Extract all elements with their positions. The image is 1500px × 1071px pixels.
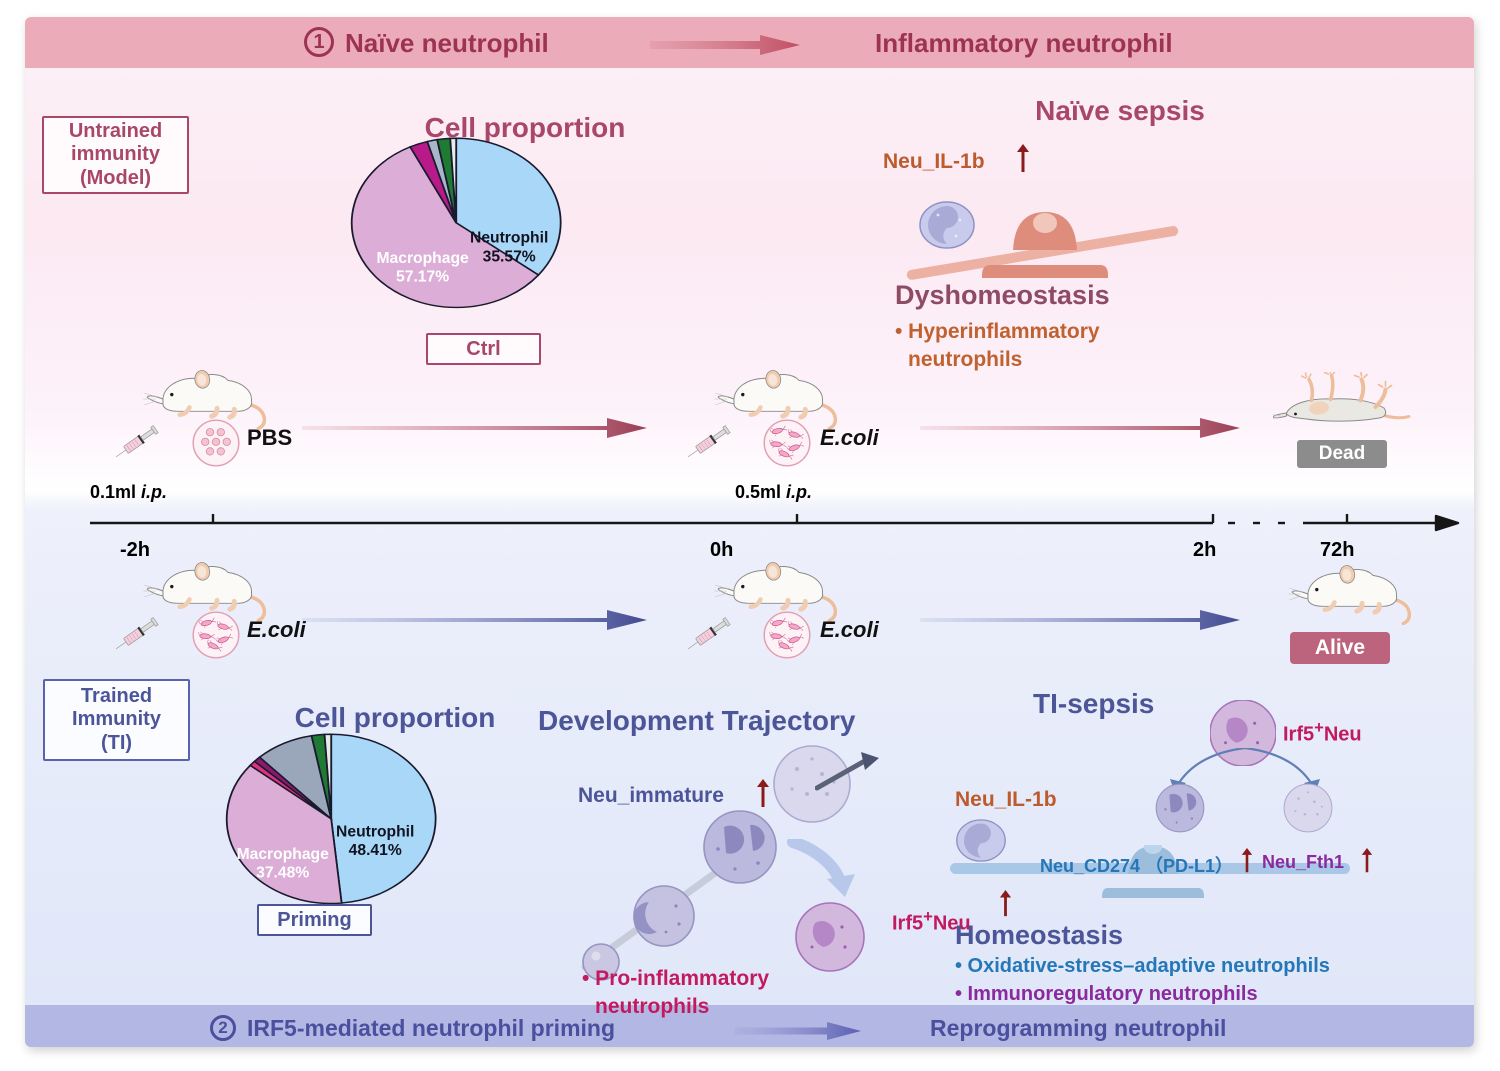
svg-text:37.48%: 37.48% — [256, 864, 309, 881]
svg-text:Neutrophil: Neutrophil — [470, 230, 548, 247]
svg-text:57.17%: 57.17% — [396, 268, 449, 285]
svg-text:Neutrophil: Neutrophil — [336, 823, 414, 840]
svg-text:35.57%: 35.57% — [483, 248, 536, 265]
svg-text:Macrophage: Macrophage — [237, 846, 330, 863]
svg-text:48.41%: 48.41% — [349, 842, 402, 859]
svg-text:Macrophage: Macrophage — [377, 250, 470, 267]
